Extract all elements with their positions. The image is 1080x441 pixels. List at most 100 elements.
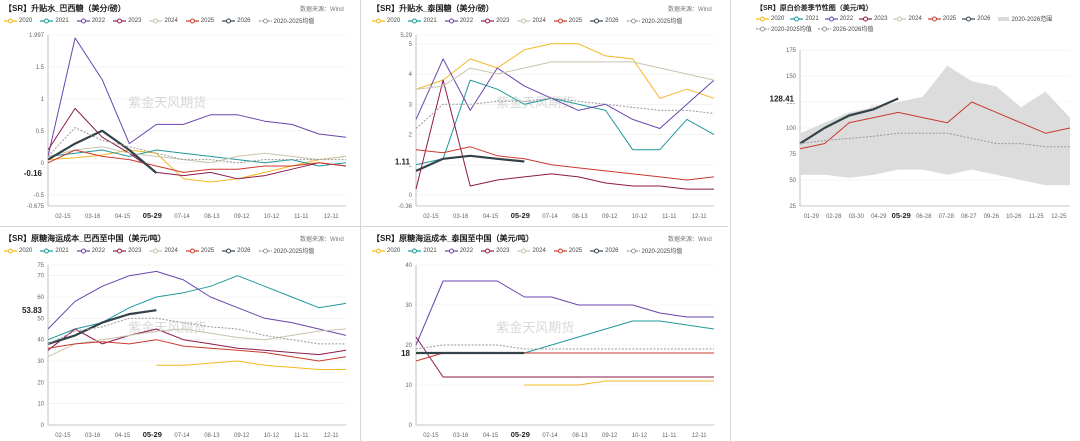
chart-title: 【SR】原白价差季节性图（美元/吨）	[756, 5, 873, 12]
series-line-2025	[415, 146, 715, 181]
chart-legend: 2020 2021 2022 2023 2024 2025 2026 2020-2025均值	[372, 16, 682, 25]
legend-label: 2022	[91, 247, 106, 254]
y-tick-label: 10	[405, 383, 412, 389]
x-tick-label: 03-16	[453, 433, 469, 439]
legend-item: 2022	[444, 16, 473, 25]
series-line-2021	[415, 79, 715, 166]
legend-label: 2020	[19, 17, 33, 24]
legend-swatch	[149, 248, 163, 254]
legend-swatch	[756, 16, 769, 22]
x-tick-label: 07-14	[174, 433, 190, 439]
chart-title: 【SR】原糖海运成本_巴西至中国（美元/吨）	[4, 234, 166, 243]
legend-label: 2020-2025均值	[641, 249, 683, 255]
legend-item: 2025	[185, 246, 214, 255]
y-tick-label: 10	[37, 402, 44, 408]
series-line-2026	[799, 97, 899, 145]
x-tick-label: 04-15	[483, 214, 499, 220]
x-tick-label: 08-13	[204, 214, 220, 220]
x-tick-label: 12-11	[692, 214, 708, 220]
legend-swatch	[626, 248, 640, 254]
current-value-bg	[2, 168, 44, 179]
y-tick-label: 0	[41, 423, 45, 429]
legend-label: 2024	[908, 15, 922, 22]
legend-swatch	[222, 18, 236, 24]
legend-swatch	[372, 18, 385, 24]
x-tick-label: 07-14	[542, 214, 558, 220]
y-tick-label: 0.5	[36, 129, 45, 135]
chart-title: 【SR】升贴水_泰国糖（美分/磅）	[372, 4, 494, 13]
legend-label: 2020	[387, 247, 401, 254]
legend-item: 2020-2026范围	[997, 14, 1052, 23]
y-tick-label: 50	[789, 178, 796, 184]
x-tick-label: 02-15	[423, 214, 439, 220]
divider	[0, 226, 728, 227]
current-value-label: 53.83	[22, 306, 43, 315]
x-tick-label: 11-11	[662, 433, 677, 439]
chart-source: 数据来源：Wind	[300, 7, 344, 13]
series-line-2024	[47, 146, 347, 164]
legend-swatch	[40, 248, 54, 254]
legend-label: 2026	[237, 17, 251, 24]
legend-label: 2021	[423, 17, 437, 24]
legend-label: 2024	[532, 247, 546, 254]
y-tick-label: -0.5	[34, 193, 45, 199]
x-tick-label: 09-12	[234, 214, 250, 220]
series-line-2020-2025均值	[47, 317, 346, 345]
legend-item: 2024	[149, 16, 178, 25]
y-tick-label: 40	[37, 338, 44, 344]
y-tick-label: 40	[405, 263, 412, 269]
y-tick-label: 175	[786, 48, 797, 54]
current-value-bg	[2, 305, 44, 316]
legend-item: 2025	[553, 246, 582, 255]
x-tick-label: 03-16	[85, 433, 101, 439]
legend-item: 2021	[790, 14, 819, 23]
legend-item: 2025	[553, 16, 582, 25]
y-tick-label: 0	[409, 193, 413, 199]
legend-label: 2020	[19, 247, 33, 254]
legend-swatch	[222, 248, 236, 254]
legend-item: 2022	[76, 16, 106, 25]
legend-label: 2022	[91, 17, 106, 24]
legend-item: 2026	[962, 14, 991, 23]
series-line-2023	[47, 328, 347, 356]
chart-plot: 40 30 20 10 0 02-15 03-16 04-15 05-29 07-14 08-13 0…	[370, 263, 715, 439]
legend-label: 2026-2026均值	[832, 27, 874, 33]
legend-item: 2025	[185, 16, 214, 25]
legend-swatch	[444, 18, 458, 24]
x-tick-label: 04-29	[871, 214, 887, 220]
x-tick-label: 08-27	[961, 214, 977, 220]
series-line-2021	[47, 149, 347, 167]
series-line-2025	[415, 352, 714, 362]
legend-label: 2022	[839, 15, 854, 22]
x-tick-label: 07-14	[174, 214, 190, 220]
series-line-2024	[415, 61, 715, 90]
legend-item: 2020-2025均值	[258, 246, 314, 255]
legend-swatch	[790, 16, 804, 22]
y-tick-label: 20	[405, 343, 412, 349]
chart-legend: 2020 2021 2022 2023 2024 2025 2026 2020-2025均值	[4, 16, 314, 25]
chart-source: 数据来源：Wind	[300, 237, 344, 243]
legend-item: 2026	[590, 246, 619, 255]
y-tick-label: 30	[405, 303, 412, 309]
series-line-2025	[47, 149, 347, 173]
legend-item: 2020	[756, 14, 784, 23]
legend-label: 2026	[605, 247, 619, 254]
series-line-2025	[799, 101, 1071, 150]
x-tick-label: 09-12	[602, 214, 618, 220]
legend-item: 2026-2026均值	[817, 24, 874, 33]
legend-item: 2023	[859, 14, 887, 23]
legend-swatch	[893, 16, 907, 22]
x-tick-label: 10-12	[264, 433, 280, 439]
x-tick-label: 05-29	[892, 211, 911, 220]
legend-item: 2020	[372, 16, 400, 25]
chart-legend: 2020 2021 2022 2023 2024 2025 2026 2020-2025均值	[4, 246, 314, 255]
x-tick-label: 05-29	[511, 211, 530, 220]
watermark: 紫金天风期货	[496, 320, 574, 335]
series-line-2026	[415, 154, 525, 172]
legend-label: 2024	[532, 17, 546, 24]
x-tick-label: 09-12	[602, 433, 618, 439]
legend-swatch	[408, 18, 422, 24]
series-line-2022	[415, 280, 714, 346]
y-tick-label: 150	[786, 74, 797, 80]
legend-item: 2023	[113, 246, 141, 255]
